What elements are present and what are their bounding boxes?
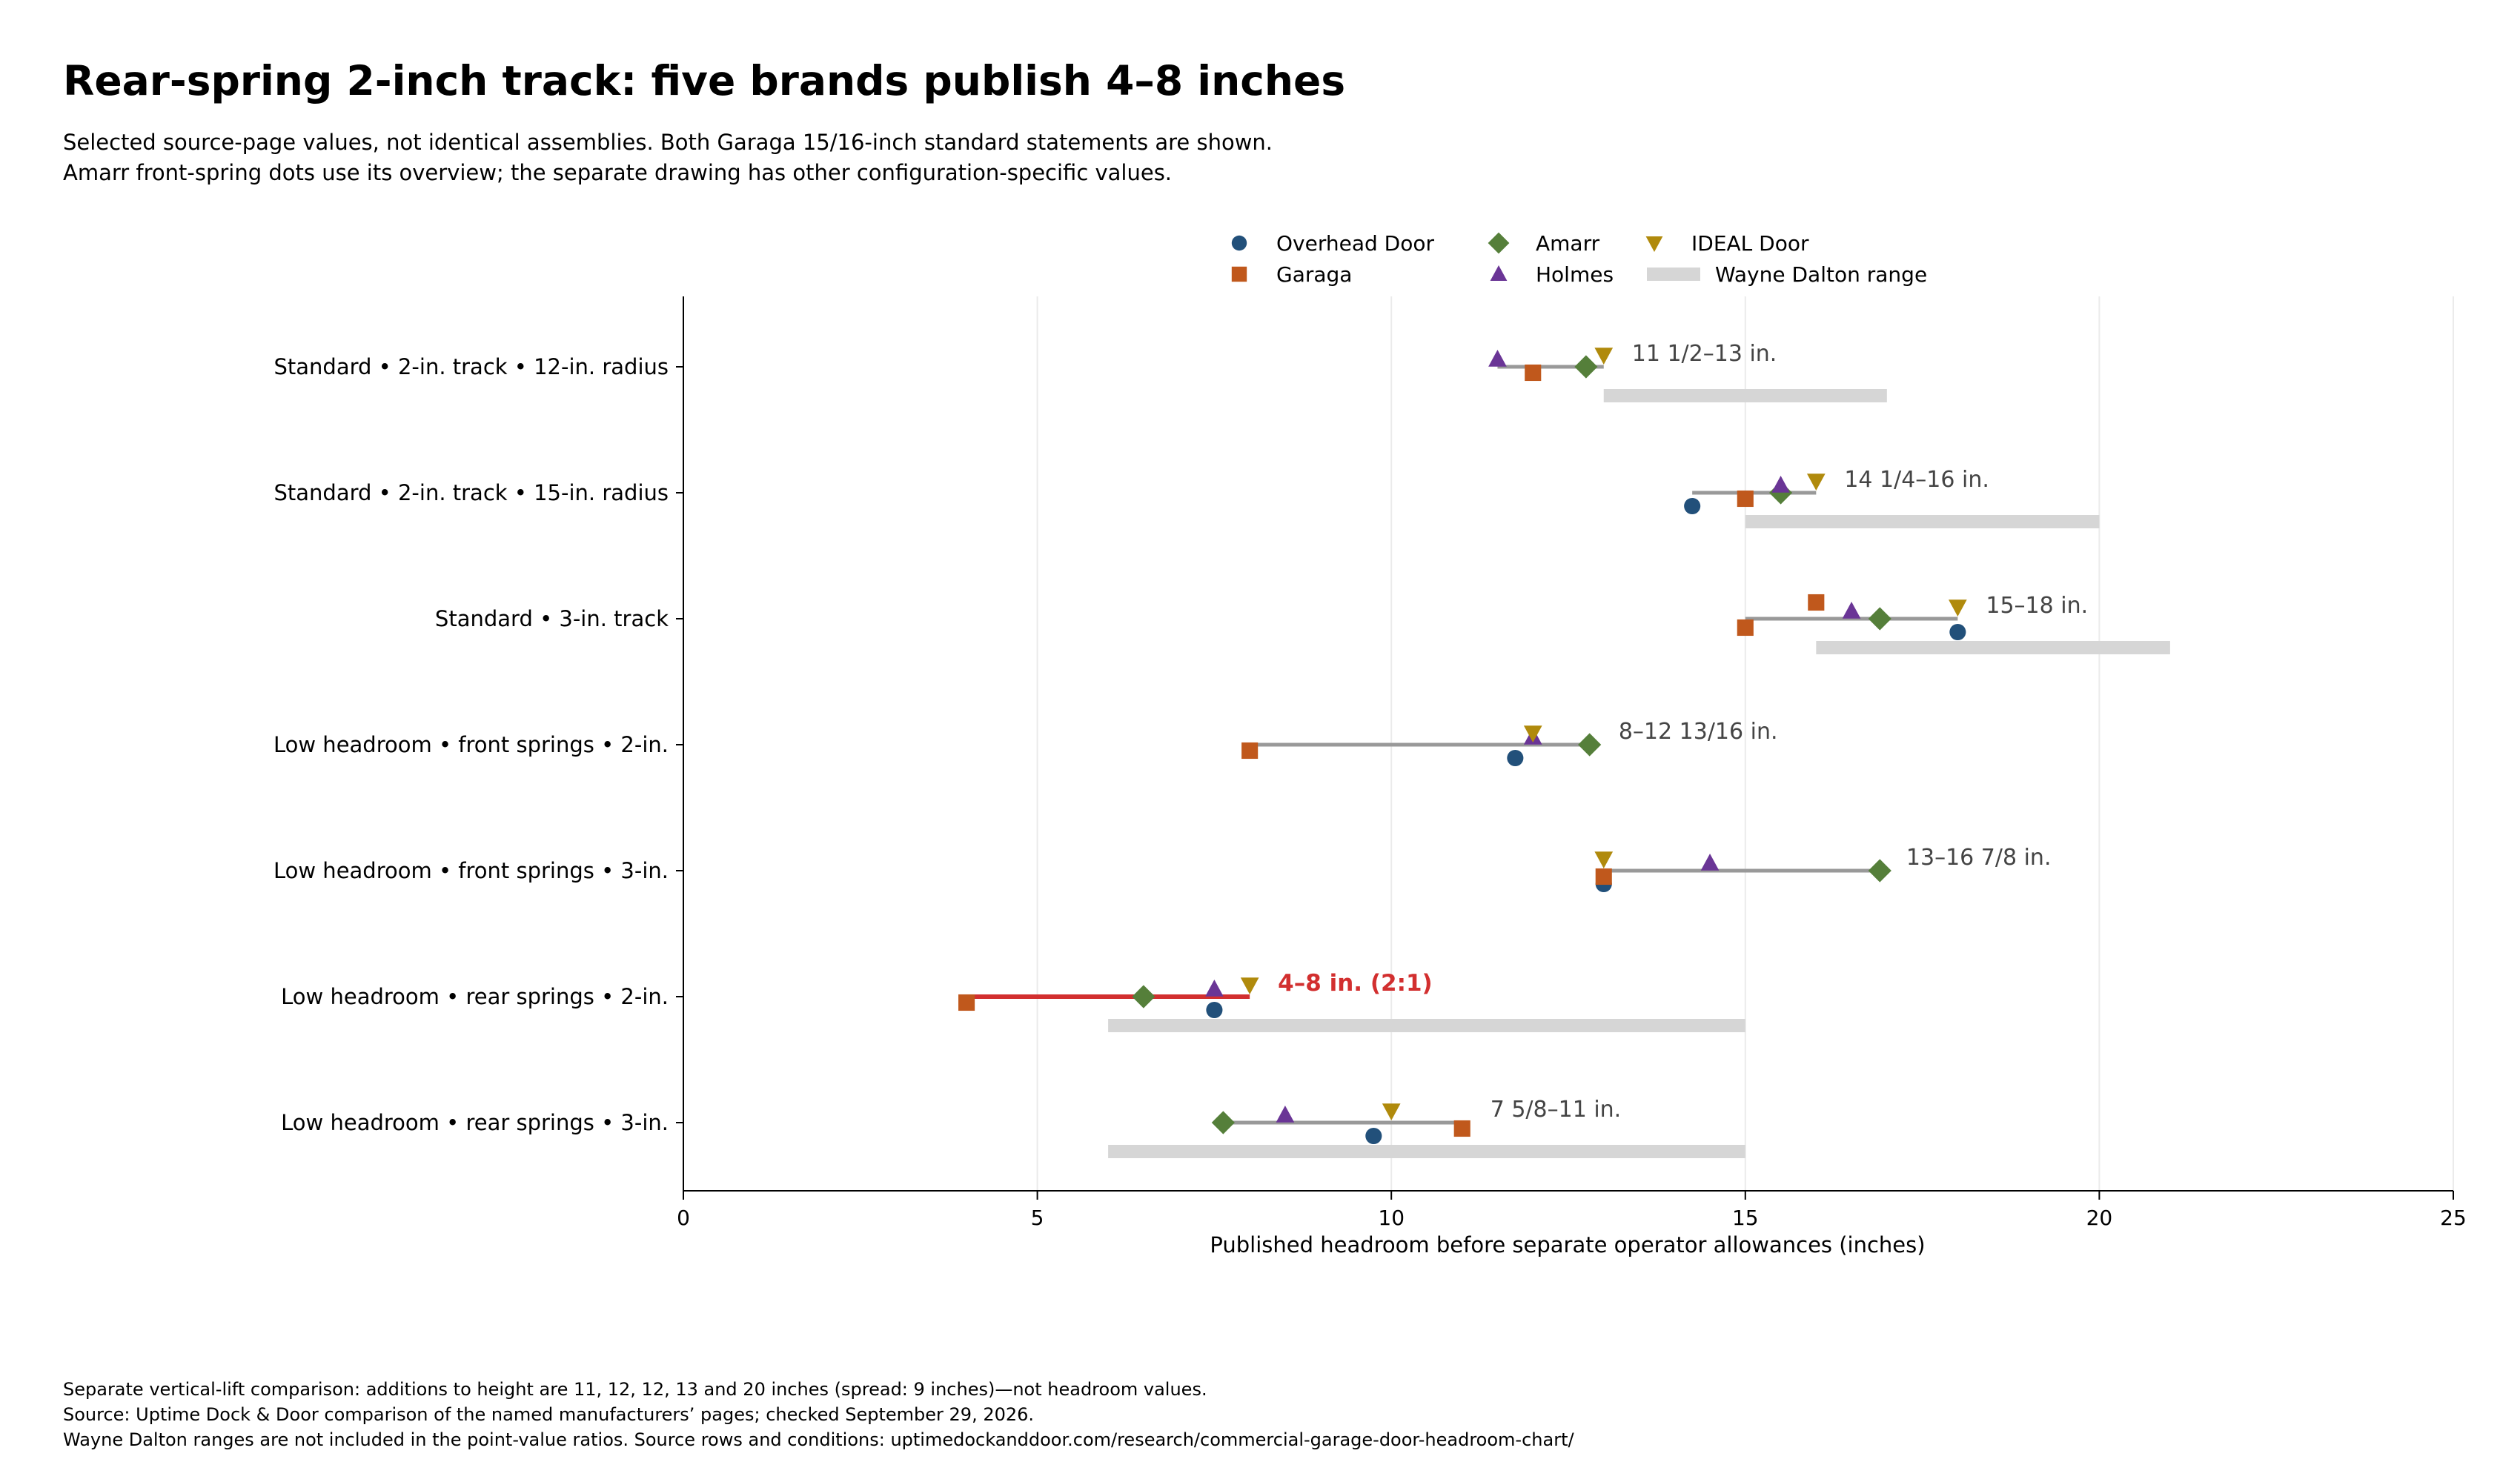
point-ideal-door-3 bbox=[1523, 725, 1542, 742]
chart-title: Rear-spring 2-inch track: five brands pu… bbox=[63, 57, 1345, 104]
spread-label-5: 4–8 in. (2:1) bbox=[1278, 970, 1433, 997]
data-points bbox=[958, 348, 1967, 1145]
legend-marker-holmes bbox=[1490, 265, 1508, 281]
spread-lines bbox=[966, 365, 1958, 1125]
point-amarr-6 bbox=[1211, 1111, 1235, 1134]
wayne-dalton-ranges bbox=[1108, 389, 2170, 1158]
x-tick-label-15: 15 bbox=[1732, 1206, 1759, 1230]
y-tick-label-1: Standard • 2-in. track • 15-in. radius bbox=[274, 480, 669, 505]
point-garaga-2 bbox=[1737, 619, 1754, 637]
y-tick-label-4: Low headroom • front springs • 3-in. bbox=[273, 858, 669, 883]
point-garaga-4 bbox=[1241, 742, 1259, 760]
chart-legend: Overhead Door Garaga Amarr Holmes IDEAL Door… bbox=[1231, 231, 1927, 287]
legend-marker-ideal-door bbox=[1645, 236, 1663, 252]
x-tick-label-20: 20 bbox=[2086, 1206, 2113, 1230]
legend-marker-garaga bbox=[1231, 266, 1247, 282]
range-bar-4 bbox=[1108, 1145, 1745, 1158]
point-garaga-5 bbox=[1595, 868, 1612, 885]
range-bar-3 bbox=[1108, 1019, 1745, 1032]
spread-label-6: 7 5/8–11 in. bbox=[1491, 1097, 1622, 1123]
footer-line-2: Source: Uptime Dock & Door comparison of… bbox=[63, 1404, 1034, 1425]
x-tick-label-10: 10 bbox=[1378, 1206, 1405, 1230]
point-holmes-6 bbox=[1276, 1106, 1295, 1123]
legend-label-ideal-door: IDEAL Door bbox=[1691, 231, 1809, 256]
point-overhead-door-2 bbox=[1507, 749, 1524, 767]
y-tick-label-3: Low headroom • front springs • 2-in. bbox=[273, 732, 669, 757]
y-tick-label-6: Low headroom • rear springs • 3-in. bbox=[281, 1110, 669, 1135]
point-ideal-door-4 bbox=[1594, 851, 1614, 868]
y-tick-label-2: Standard • 3-in. track bbox=[435, 606, 669, 631]
point-garaga-6 bbox=[958, 994, 975, 1011]
footer-line-1: Separate vertical-lift comparison: addit… bbox=[63, 1379, 1207, 1400]
footer-line-3: Wayne Dalton ranges are not included in … bbox=[63, 1429, 1574, 1450]
point-ideal-door-2 bbox=[1949, 599, 1967, 617]
point-holmes-2 bbox=[1842, 602, 1861, 619]
x-tick-label-0: 0 bbox=[677, 1206, 690, 1230]
x-grid bbox=[1036, 296, 2454, 1191]
legend-marker-overhead-door bbox=[1231, 235, 1247, 251]
point-overhead-door-4 bbox=[1206, 1001, 1223, 1019]
point-overhead-door-5 bbox=[1365, 1127, 1382, 1145]
legend-label-wayne-dalton-range: Wayne Dalton range bbox=[1715, 262, 1927, 287]
legend-label-overhead-door: Overhead Door bbox=[1276, 231, 1434, 256]
legend-marker-amarr bbox=[1488, 232, 1510, 254]
point-garaga-3 bbox=[1808, 594, 1825, 611]
point-overhead-door-0 bbox=[1684, 497, 1701, 515]
x-axis-label: Published headroom before separate opera… bbox=[1210, 1232, 1925, 1257]
spread-labels: 11 1/2–13 in. 14 1/4–16 in. 15–18 in. 8–12 … bbox=[1278, 341, 2088, 1123]
point-amarr-3 bbox=[1578, 733, 1602, 757]
point-ideal-door-6 bbox=[1382, 1103, 1401, 1120]
point-garaga-1 bbox=[1737, 490, 1754, 508]
spread-label-2: 15–18 in. bbox=[1986, 593, 2088, 619]
x-tick-labels: 0 5 10 15 20 25 bbox=[677, 1191, 2467, 1230]
point-holmes-1 bbox=[1771, 476, 1790, 493]
range-bar-2 bbox=[1816, 641, 2170, 654]
point-garaga-0 bbox=[1525, 364, 1542, 382]
y-tick-label-5: Low headroom • rear springs • 2-in. bbox=[281, 984, 669, 1009]
range-bar-0 bbox=[1603, 389, 1887, 402]
point-ideal-door-0 bbox=[1594, 348, 1614, 365]
range-bar-1 bbox=[1745, 515, 2100, 528]
y-tick-label-0: Standard • 2-in. track • 12-in. radius bbox=[274, 354, 669, 379]
spread-label-3: 8–12 13/16 in. bbox=[1619, 719, 1778, 745]
spread-label-0: 11 1/2–13 in. bbox=[1632, 341, 1777, 367]
chart-subtitle-line-1: Selected source-page values, not identic… bbox=[63, 130, 1273, 155]
legend-label-garaga: Garaga bbox=[1276, 262, 1352, 287]
y-tick-labels: Standard • 2-in. track • 12-in. radius St… bbox=[273, 354, 683, 1135]
point-amarr-0 bbox=[1574, 355, 1598, 379]
legend-label-amarr: Amarr bbox=[1536, 231, 1600, 256]
legend-label-holmes: Holmes bbox=[1536, 262, 1614, 287]
x-tick-label-25: 25 bbox=[2440, 1206, 2467, 1230]
x-tick-label-5: 5 bbox=[1031, 1206, 1044, 1230]
point-amarr-4 bbox=[1868, 859, 1891, 883]
spread-label-4: 13–16 7/8 in. bbox=[1906, 845, 2052, 871]
point-amarr-5 bbox=[1132, 985, 1155, 1009]
point-amarr-2 bbox=[1868, 607, 1891, 631]
point-holmes-4 bbox=[1700, 854, 1720, 871]
point-holmes-5 bbox=[1205, 980, 1224, 997]
point-ideal-door-5 bbox=[1240, 977, 1259, 994]
point-holmes-0 bbox=[1488, 350, 1507, 367]
point-garaga-7 bbox=[1453, 1120, 1470, 1137]
chart-subtitle-line-2: Amarr front-spring dots use its overview… bbox=[63, 160, 1172, 185]
point-overhead-door-1 bbox=[1949, 623, 1966, 641]
legend-marker-wayne-dalton-range bbox=[1647, 268, 1700, 281]
point-ideal-door-1 bbox=[1806, 473, 1826, 491]
spread-label-1: 14 1/4–16 in. bbox=[1844, 467, 1989, 493]
axes bbox=[683, 296, 2453, 1192]
